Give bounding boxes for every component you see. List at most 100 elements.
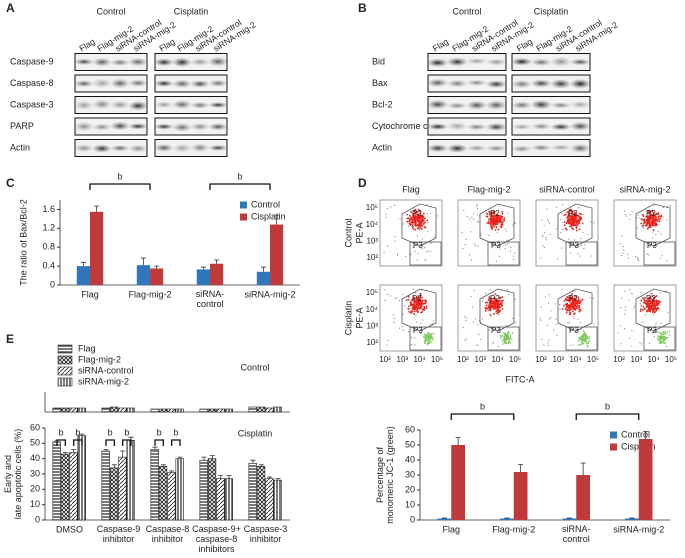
event-dot — [507, 212, 509, 214]
event-dot — [553, 329, 555, 331]
event-dot — [563, 224, 566, 226]
event-dot — [566, 216, 569, 218]
event-dot — [497, 345, 500, 347]
event-dot — [585, 335, 588, 338]
event-dot — [656, 307, 659, 310]
event-dot — [405, 299, 408, 301]
event-dot — [659, 335, 661, 338]
event-dot — [409, 304, 412, 307]
bar — [126, 439, 135, 521]
event-dot — [584, 334, 586, 337]
significance-bracket — [450, 413, 515, 420]
event-dot — [499, 300, 502, 302]
event-dot — [384, 299, 386, 301]
event-dot — [478, 333, 480, 336]
event-dot — [620, 343, 622, 345]
blot-band — [154, 101, 174, 109]
event-dot — [386, 245, 389, 247]
event-dot — [413, 337, 416, 339]
panel-label: A — [6, 1, 15, 15]
event-dot — [499, 334, 502, 337]
event-dot — [426, 339, 428, 342]
gate — [487, 326, 520, 351]
event-dot — [578, 310, 581, 313]
event-dot — [489, 314, 492, 317]
event-dot — [568, 300, 571, 303]
event-dot — [419, 303, 422, 306]
event-dot — [666, 331, 669, 333]
bar — [136, 265, 150, 285]
event-dot — [492, 211, 495, 214]
event-dot — [566, 295, 568, 298]
event-dot — [385, 213, 387, 215]
blot-band — [427, 144, 449, 153]
event-dot — [412, 307, 415, 310]
event-dot — [578, 217, 581, 220]
error-bar — [218, 475, 224, 479]
event-dot — [624, 328, 626, 330]
event-dot — [626, 215, 628, 217]
event-dot — [484, 307, 487, 310]
event-dot — [659, 292, 661, 294]
event-dot — [488, 213, 491, 216]
event-dot — [662, 215, 664, 218]
event-dot — [420, 332, 422, 335]
x-tick-label: 10³ — [553, 355, 565, 364]
event-dot — [541, 219, 543, 221]
event-dot — [582, 231, 584, 234]
event-dot — [590, 221, 592, 223]
event-dot — [512, 255, 515, 257]
event-dot — [655, 322, 657, 324]
event-dot — [590, 255, 592, 257]
error-bar — [152, 446, 158, 450]
axis-label: PE-A — [354, 307, 364, 328]
event-dot — [644, 302, 647, 305]
event-dot — [481, 318, 484, 320]
gate-label: P3 — [569, 326, 579, 335]
event-dot — [402, 293, 404, 296]
event-dot — [651, 332, 653, 334]
event-dot — [421, 222, 424, 224]
event-dot — [471, 216, 473, 219]
y-tick-label: 0 — [50, 279, 55, 289]
event-dot — [407, 305, 410, 308]
bar — [273, 406, 282, 413]
bar — [256, 271, 270, 285]
error-bar — [250, 459, 256, 464]
event-dot — [411, 224, 414, 227]
event-dot — [432, 336, 434, 339]
event-dot — [643, 298, 645, 301]
event-dot — [420, 228, 423, 230]
event-dot — [410, 253, 412, 255]
blot-band — [190, 101, 210, 109]
bar — [69, 407, 78, 413]
event-dot — [419, 292, 422, 295]
event-dot — [651, 295, 654, 298]
gate — [643, 241, 676, 266]
event-dot — [427, 332, 430, 335]
gate — [487, 241, 520, 266]
event-dot — [653, 205, 655, 207]
event-dot — [569, 305, 572, 308]
event-dot — [500, 224, 503, 227]
event-dot — [619, 243, 621, 245]
event-dot — [489, 309, 492, 312]
event-dot — [420, 296, 423, 299]
event-dot — [639, 341, 641, 344]
event-dot — [414, 208, 417, 211]
event-dot — [562, 228, 564, 231]
event-dot — [416, 235, 418, 237]
event-dot — [645, 221, 648, 223]
event-dot — [415, 221, 417, 224]
event-dot — [572, 305, 574, 308]
event-dot — [652, 212, 655, 214]
event-dot — [631, 330, 633, 332]
event-dot — [503, 331, 505, 334]
event-dot — [386, 344, 388, 346]
event-dot — [565, 222, 568, 225]
event-dot — [648, 213, 651, 215]
event-dot — [499, 219, 502, 222]
event-dot — [652, 215, 655, 218]
row-label: Actin — [10, 142, 30, 152]
event-dot — [623, 210, 625, 212]
